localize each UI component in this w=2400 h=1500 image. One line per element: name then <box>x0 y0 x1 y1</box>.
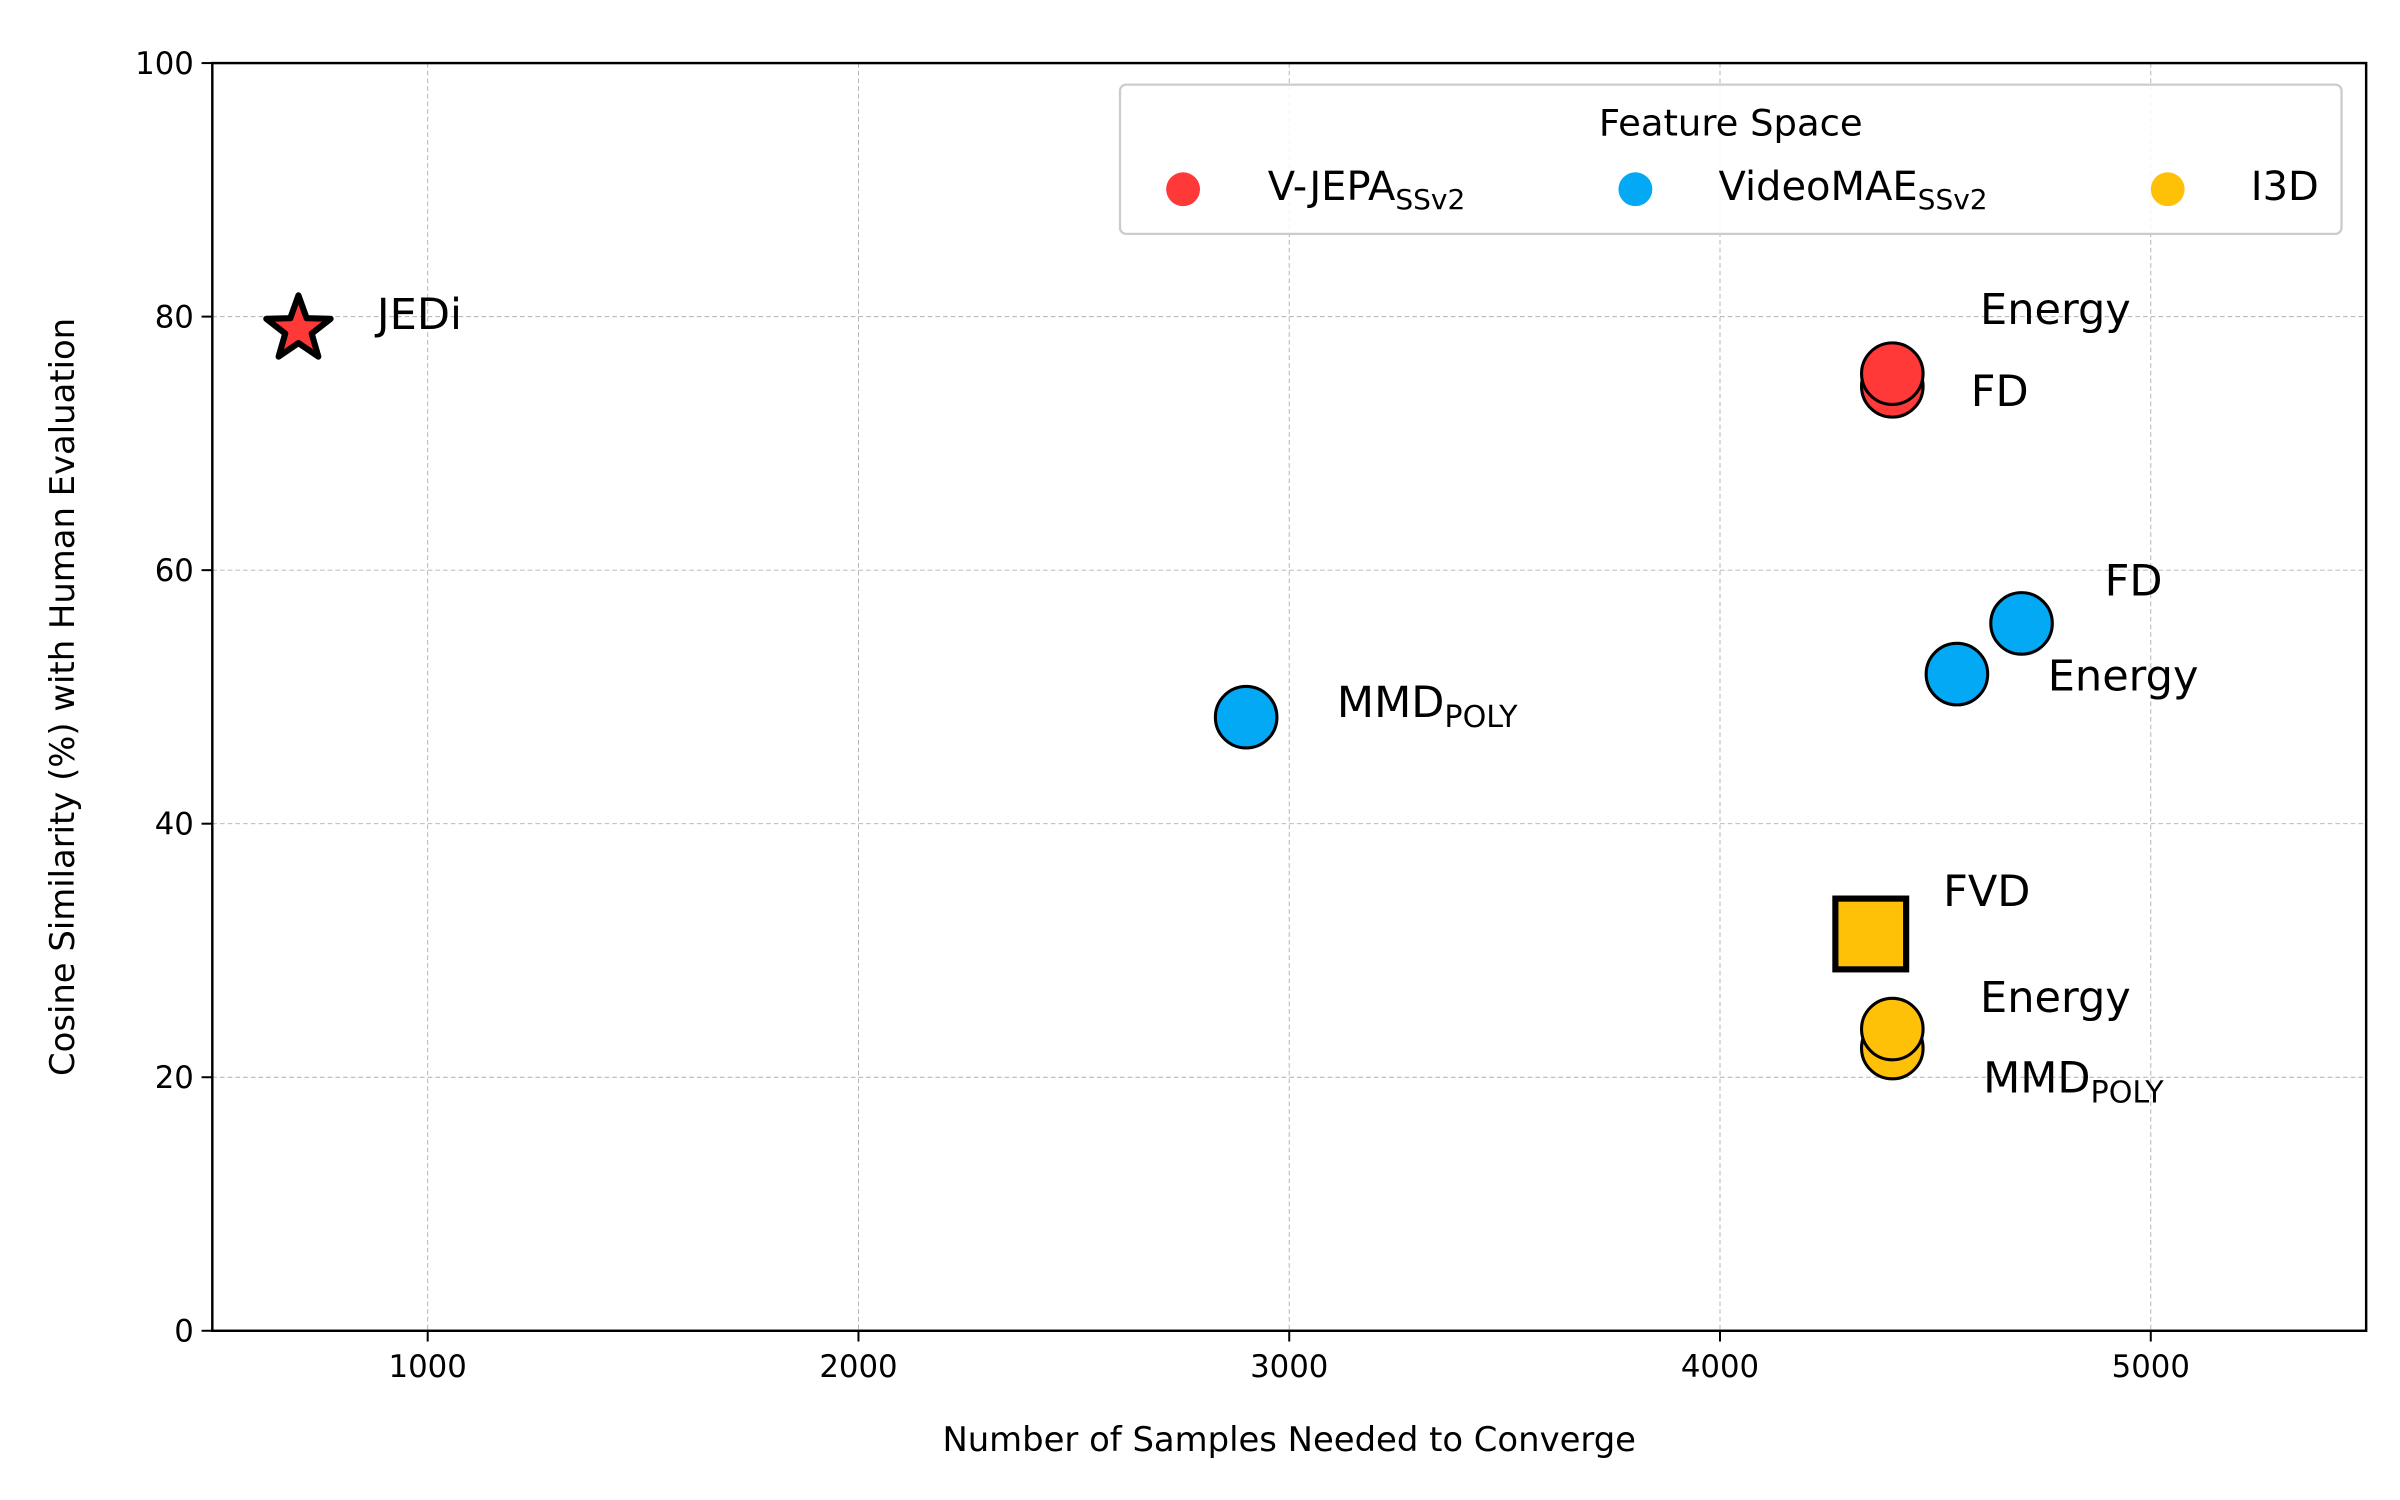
x-tick-label: 4000 <box>1681 1349 1759 1385</box>
legend-entry: I3D <box>2150 164 2319 210</box>
data-point-circle <box>1213 684 1279 750</box>
legend-entry: V-JEPASSv2 <box>1166 164 1465 216</box>
y-tick-label: 60 <box>155 553 194 589</box>
legend-label: I3D <box>2251 164 2319 210</box>
y-tick-label: 20 <box>155 1060 194 1096</box>
legend-marker <box>1166 172 1200 207</box>
x-tick-label: 5000 <box>2112 1349 2190 1385</box>
plot-frame <box>211 61 2368 1332</box>
legend-marker <box>1618 172 1653 207</box>
legend-marker <box>2150 172 2185 207</box>
y-tick-label: 40 <box>155 806 194 842</box>
data-point-star <box>263 292 334 360</box>
data-point-circle <box>1989 591 2054 656</box>
data-points: JEDi FD Energy MMDPOLY Energy FD FVD MMDPOLY Ene… <box>263 285 2199 1110</box>
y-axis-label: Cosine Similarity (%) with Human Evaluat… <box>43 318 82 1076</box>
legend-label: VideoMAESSv2 <box>1718 164 1987 216</box>
data-label: Energy <box>1980 285 2131 335</box>
legend-box <box>1118 83 2343 235</box>
data-point-circle <box>1860 996 1925 1062</box>
data-point-square <box>1832 895 1910 973</box>
legend: Feature Space V-JEPASSv2 VideoMAESSv2 I3D <box>1118 83 2343 235</box>
legend-label: V-JEPASSv2 <box>1268 164 1466 216</box>
data-label: MMDPOLY <box>1983 1053 2164 1110</box>
x-tick-label: 3000 <box>1250 1349 1328 1385</box>
y-tick-label: 80 <box>155 299 194 335</box>
data-label: JEDi <box>374 289 462 339</box>
data-label: Energy <box>2048 651 2199 701</box>
x-tick-label: 2000 <box>819 1349 897 1385</box>
data-label: FVD <box>1943 866 2030 916</box>
grid <box>212 62 2367 1332</box>
data-label: FD <box>1971 367 2029 417</box>
legend-entry: VideoMAESSv2 <box>1618 164 1988 216</box>
data-point-circle <box>1860 341 1925 406</box>
data-label: FD <box>2105 556 2163 606</box>
y-tick-label: 100 <box>135 46 194 82</box>
axis-ticks: 1000 2000 3000 4000 5000 0 20 40 60 80 100 <box>135 46 2190 1385</box>
data-label: Energy <box>1980 972 2131 1022</box>
x-tick-label: 1000 <box>389 1349 467 1385</box>
x-axis-label: Number of Samples Needed to Converge <box>942 1420 1636 1459</box>
legend-title: Feature Space <box>1599 101 1863 144</box>
y-tick-label: 0 <box>174 1314 194 1350</box>
data-label: MMDPOLY <box>1337 677 1518 734</box>
data-point-circle <box>1924 641 1990 707</box>
